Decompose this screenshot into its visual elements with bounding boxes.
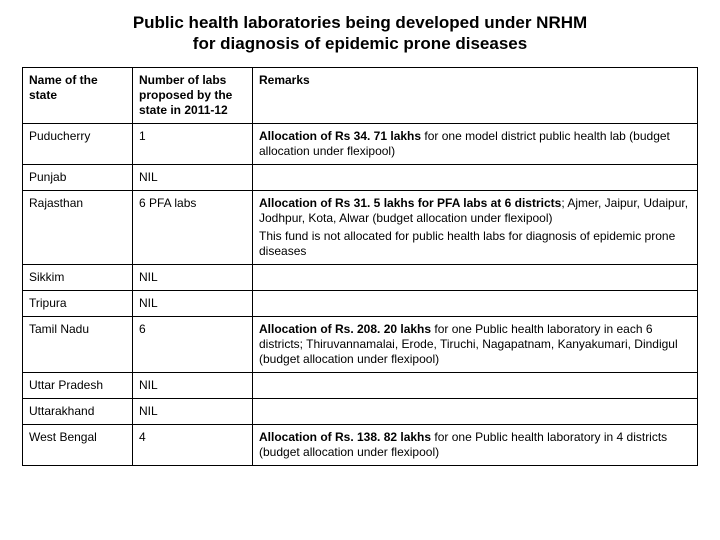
cell-labs: 1 bbox=[133, 123, 253, 164]
table-row: Punjab NIL bbox=[23, 164, 698, 190]
col-header-state: Name of the state bbox=[23, 67, 133, 123]
remarks-extra: This fund is not allocated for public he… bbox=[259, 229, 691, 259]
cell-labs: NIL bbox=[133, 290, 253, 316]
table-row: Uttarakhand NIL bbox=[23, 398, 698, 424]
cell-remarks: Allocation of Rs 34. 71 lakhs for one mo… bbox=[253, 123, 698, 164]
table-row: Uttar Pradesh NIL bbox=[23, 372, 698, 398]
cell-labs: NIL bbox=[133, 264, 253, 290]
cell-remarks bbox=[253, 398, 698, 424]
cell-remarks: Allocation of Rs. 138. 82 lakhs for one … bbox=[253, 424, 698, 465]
table-row: Puducherry 1 Allocation of Rs 34. 71 lak… bbox=[23, 123, 698, 164]
cell-remarks bbox=[253, 372, 698, 398]
page-title: Public health laboratories being develop… bbox=[22, 12, 698, 55]
cell-labs: NIL bbox=[133, 372, 253, 398]
document-page: Public health laboratories being develop… bbox=[0, 0, 720, 476]
remarks-bold: Allocation of Rs. 138. 82 lakhs bbox=[259, 430, 431, 444]
cell-state: Uttar Pradesh bbox=[23, 372, 133, 398]
remarks-bold: Allocation of Rs 34. 71 lakhs bbox=[259, 129, 421, 143]
cell-state: Tamil Nadu bbox=[23, 316, 133, 372]
col-header-labs: Number of labs proposed by the state in … bbox=[133, 67, 253, 123]
table-row: Tripura NIL bbox=[23, 290, 698, 316]
title-line-2: for diagnosis of epidemic prone diseases bbox=[193, 34, 527, 53]
cell-state: Uttarakhand bbox=[23, 398, 133, 424]
cell-remarks bbox=[253, 264, 698, 290]
cell-remarks bbox=[253, 290, 698, 316]
cell-remarks bbox=[253, 164, 698, 190]
remarks-bold: Allocation of Rs 31. 5 lakhs for PFA lab… bbox=[259, 196, 561, 210]
cell-state: Rajasthan bbox=[23, 190, 133, 264]
cell-state: West Bengal bbox=[23, 424, 133, 465]
cell-labs: 6 PFA labs bbox=[133, 190, 253, 264]
cell-state: Puducherry bbox=[23, 123, 133, 164]
cell-labs: 6 bbox=[133, 316, 253, 372]
cell-labs: NIL bbox=[133, 398, 253, 424]
cell-labs: NIL bbox=[133, 164, 253, 190]
cell-remarks: Allocation of Rs. 208. 20 lakhs for one … bbox=[253, 316, 698, 372]
table-row: Sikkim NIL bbox=[23, 264, 698, 290]
cell-remarks: Allocation of Rs 31. 5 lakhs for PFA lab… bbox=[253, 190, 698, 264]
table-row: West Bengal 4 Allocation of Rs. 138. 82 … bbox=[23, 424, 698, 465]
table-row: Rajasthan 6 PFA labs Allocation of Rs 31… bbox=[23, 190, 698, 264]
table-row: Tamil Nadu 6 Allocation of Rs. 208. 20 l… bbox=[23, 316, 698, 372]
col-header-remarks: Remarks bbox=[253, 67, 698, 123]
labs-table: Name of the state Number of labs propose… bbox=[22, 67, 698, 466]
remarks-bold: Allocation of Rs. 208. 20 lakhs bbox=[259, 322, 431, 336]
cell-state: Punjab bbox=[23, 164, 133, 190]
cell-state: Tripura bbox=[23, 290, 133, 316]
title-line-1: Public health laboratories being develop… bbox=[133, 13, 587, 32]
cell-state: Sikkim bbox=[23, 264, 133, 290]
table-header-row: Name of the state Number of labs propose… bbox=[23, 67, 698, 123]
cell-labs: 4 bbox=[133, 424, 253, 465]
